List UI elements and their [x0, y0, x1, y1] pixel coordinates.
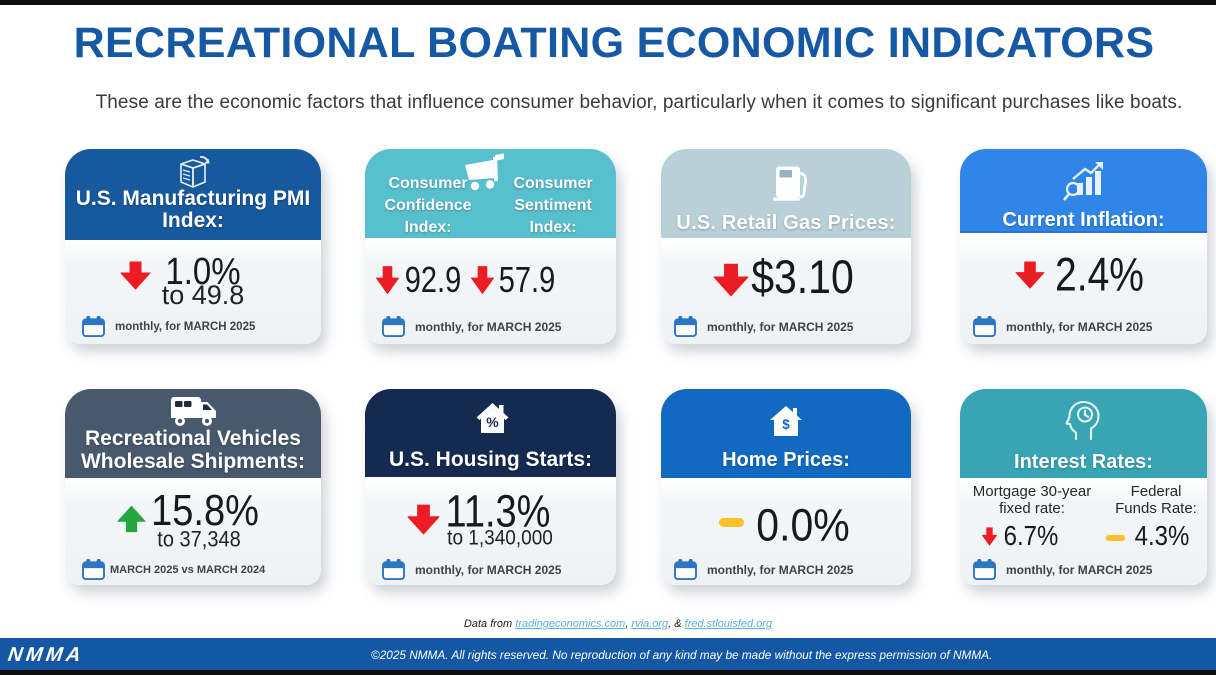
svg-text:$: $ — [782, 417, 790, 432]
svg-text:%: % — [486, 414, 499, 430]
